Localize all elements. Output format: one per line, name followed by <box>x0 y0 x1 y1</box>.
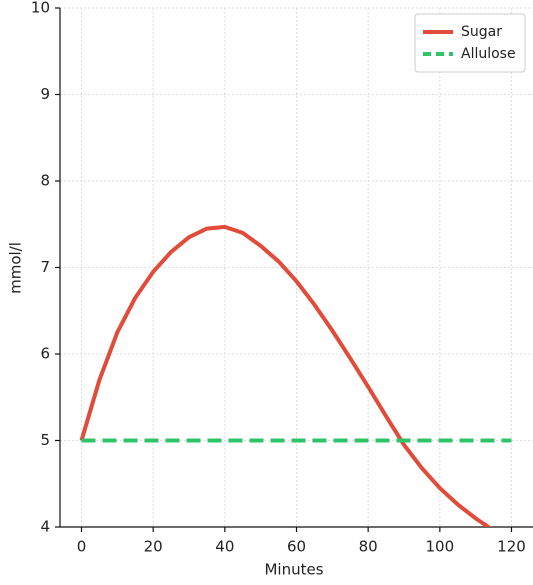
series-line <box>79 224 493 527</box>
x-tick-label: 20 <box>144 538 163 556</box>
x-tick-label: 40 <box>215 538 234 556</box>
y-tick-label: 7 <box>40 258 50 276</box>
x-tick-label: 80 <box>359 538 378 556</box>
y-tick-label: 9 <box>40 85 50 103</box>
y-tick-label: 10 <box>31 0 50 17</box>
legend-box <box>414 13 526 73</box>
x-tick-label: 0 <box>77 538 87 556</box>
y-tick-label: 5 <box>40 431 50 449</box>
x-tick-label: 120 <box>497 538 526 556</box>
y-tick-label: 6 <box>40 345 50 363</box>
y-tick-label: 4 <box>40 518 50 536</box>
legend-label: Allulose <box>461 46 516 62</box>
legend-label: Sugar <box>461 24 502 40</box>
x-tick-label: 100 <box>426 538 455 556</box>
x-axis-label: Minutes <box>264 561 323 579</box>
y-tick-label: 8 <box>40 172 50 190</box>
x-tick-label: 60 <box>287 538 306 556</box>
y-axis-label: mmol/l <box>7 242 25 294</box>
